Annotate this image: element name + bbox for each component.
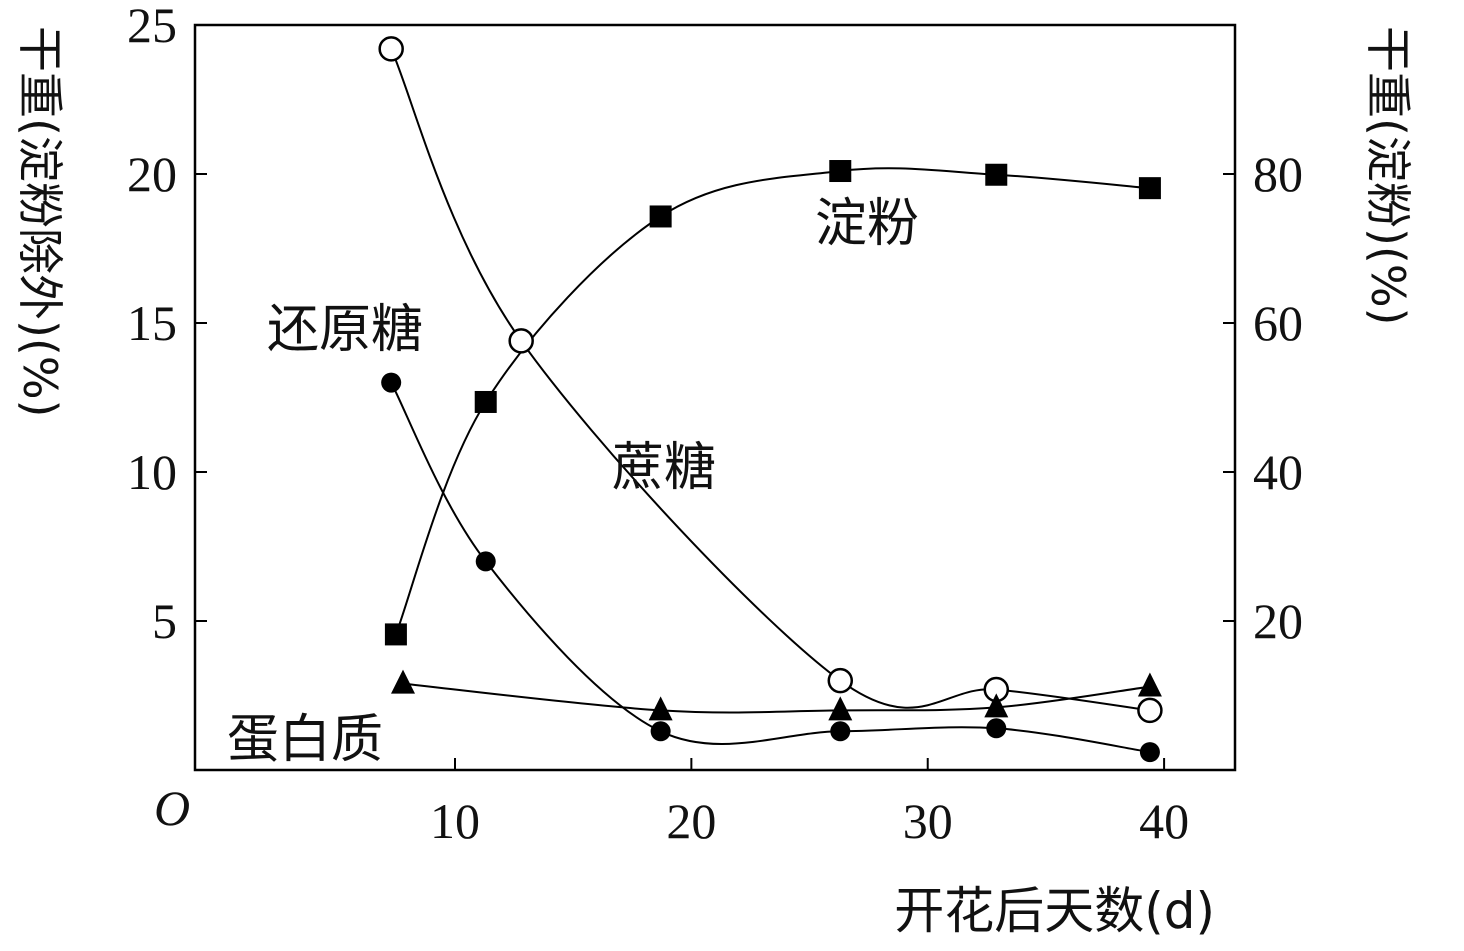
data-point-open-circle [1137,697,1163,724]
series-label-reducing-sugar: 还原糖 [267,300,423,360]
y-right-tick-label: 60 [1253,295,1303,351]
series-line-3 [402,682,1151,714]
data-point-open-circle [508,328,534,354]
y-axis-left-title: 干重(淀粉除外)(%) [13,26,67,418]
x-origin-label: O [154,780,190,836]
x-tick-label: 10 [430,793,480,849]
data-point-square [1138,177,1161,200]
y-left-tick-label: 15 [127,295,177,351]
y-right-tick-label: 20 [1253,593,1303,649]
y-left-tick-label: 10 [127,444,177,500]
data-point-triangle [984,693,1009,718]
data-point-triangle [391,669,415,694]
data-point-filled-circle [830,721,851,742]
data-point-square [384,623,407,646]
data-point-triangle [828,696,853,721]
plot-frame [193,23,1237,772]
data-point-filled-circle [381,372,402,393]
series-markers [378,36,1163,763]
series-line-1 [390,48,1151,712]
data-point-square [829,160,852,183]
data-point-triangle [1137,672,1162,697]
y-axis-right-title: 干重(淀粉)(%) [1361,26,1415,326]
x-tick-label: 20 [666,793,716,849]
data-point-filled-circle [650,721,671,742]
y-right-tick-label: 80 [1253,146,1303,202]
data-point-square [649,205,672,228]
y-left-tick-label: 25 [127,0,177,53]
x-tick-label: 40 [1139,793,1189,849]
data-point-filled-circle [475,551,496,572]
axis-ticks: 10 20 30 40 5 10 15 20 25 20 40 60 80 [127,0,1303,849]
data-point-open-circle [827,667,854,694]
y-left-tick-label: 5 [152,593,177,649]
data-point-triangle [648,696,673,721]
series-line-2 [390,382,1151,754]
data-point-filled-circle [1139,742,1160,763]
y-right-tick-label: 40 [1253,444,1303,500]
data-point-square [474,390,497,413]
series-curves [390,48,1151,754]
data-point-square [985,163,1008,186]
data-point-filled-circle [986,718,1007,739]
series-label-sucrose: 蔗糖 [612,438,716,498]
x-tick-label: 30 [903,793,953,849]
series-label-starch: 淀粉 [815,194,919,254]
data-point-open-circle [378,36,404,62]
x-axis-title: 开花后天数(d) [894,882,1215,940]
y-left-tick-label: 20 [127,146,177,202]
series-label-protein: 蛋白质 [227,710,383,770]
series-line-0 [394,167,1150,635]
